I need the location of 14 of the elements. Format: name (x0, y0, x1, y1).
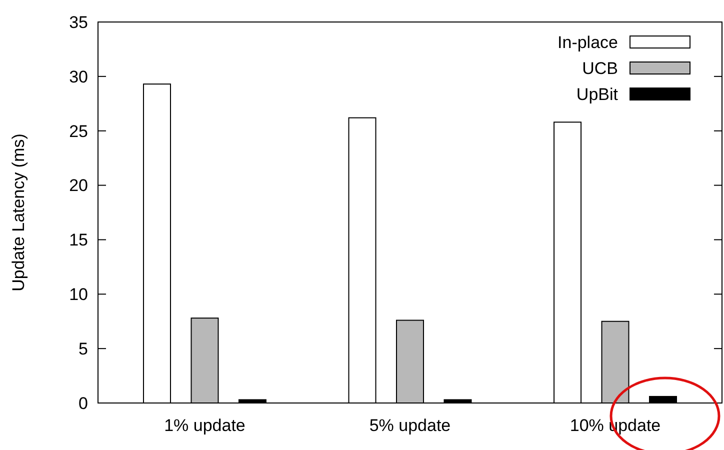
legend-label: In-place (558, 32, 618, 52)
y-tick-label: 0 (78, 394, 88, 413)
y-tick-label: 30 (69, 67, 88, 86)
y-tick-label: 20 (69, 176, 88, 196)
x-tick-label: 5% update (369, 416, 451, 435)
legend-label: UCB (582, 58, 618, 78)
y-tick-label: 15 (69, 230, 88, 250)
y-tick-label: 25 (69, 122, 88, 141)
y-tick-label: 5 (78, 340, 88, 359)
legend-label: UpBit (576, 84, 618, 104)
y-tick-label: 35 (69, 12, 88, 32)
y-axis-title: Update Latency (ms) (9, 134, 28, 292)
y-tick-label: 10 (69, 285, 88, 304)
x-tick-label: 1% update (164, 416, 246, 435)
